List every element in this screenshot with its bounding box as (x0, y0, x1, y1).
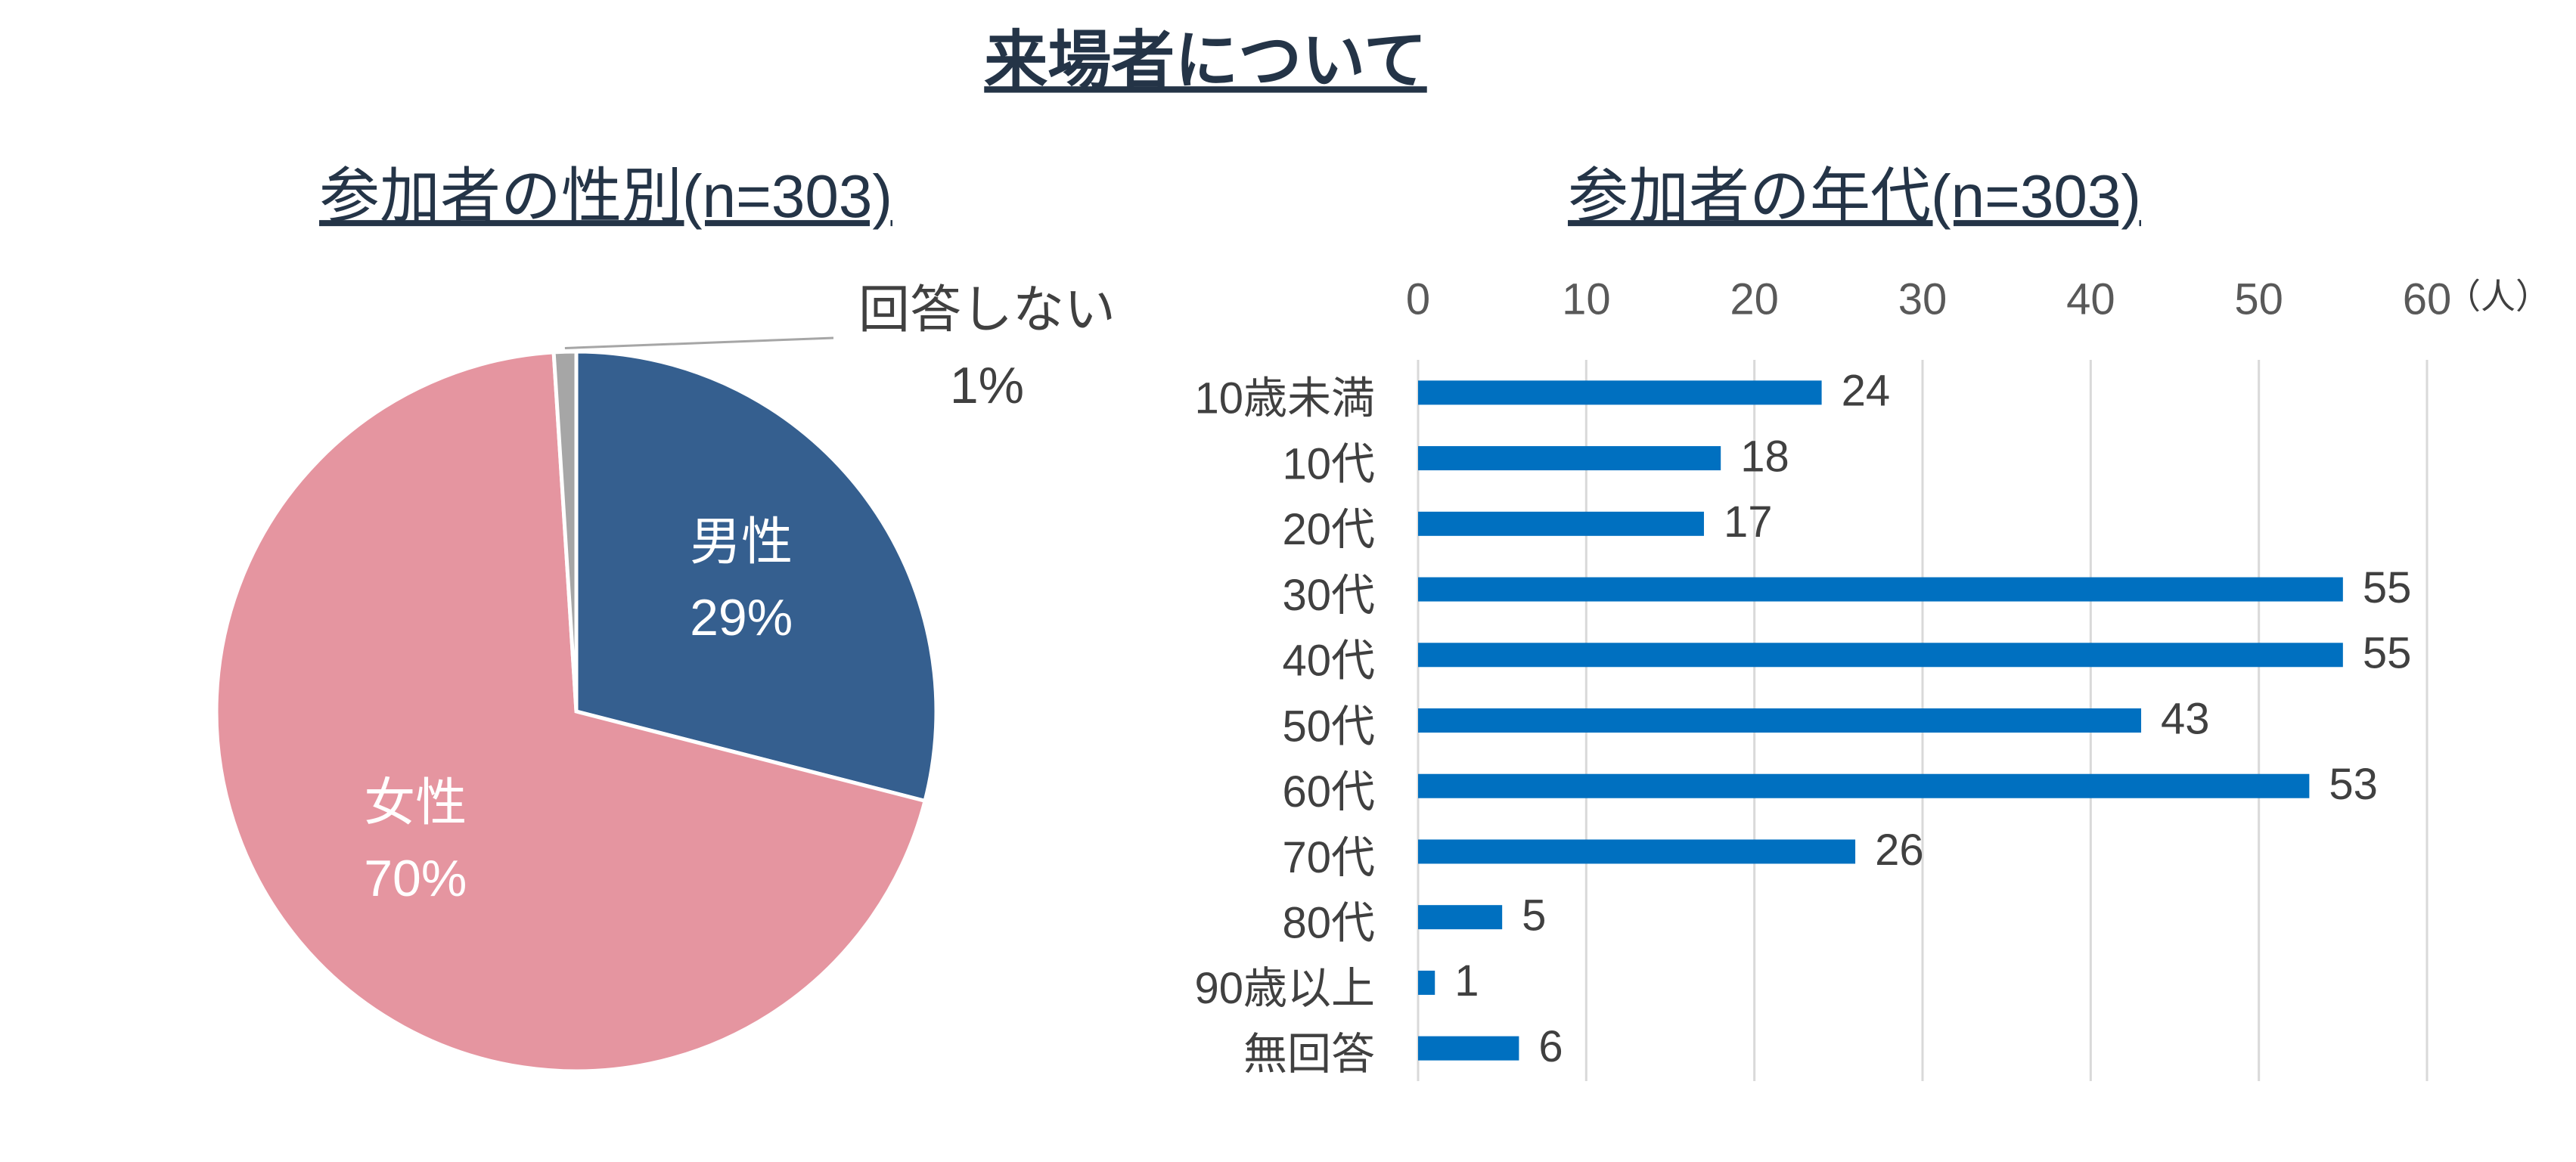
bar (1418, 643, 2343, 668)
x-tick-label: 10 (1562, 274, 1611, 324)
slice-label: 男性 (690, 513, 793, 571)
bar (1418, 446, 1721, 471)
value-label: 6 (1538, 1022, 1563, 1071)
y-tick-label: 無回答 (1243, 1030, 1375, 1079)
value-label: 55 (2363, 629, 2412, 678)
value-label: 18 (1740, 432, 1789, 481)
x-tick-label: 30 (1898, 274, 1948, 324)
y-tick-label: 10代 (1282, 439, 1375, 488)
bar (1418, 970, 1435, 995)
y-tick-label: 50代 (1282, 702, 1375, 751)
value-label: 1 (1454, 956, 1479, 1006)
bar (1418, 380, 1822, 405)
x-tick-label: 60 (2403, 274, 2452, 324)
y-tick-label: 20代 (1282, 505, 1375, 554)
value-label: 24 (1842, 367, 1891, 416)
x-tick-label: 20 (1730, 274, 1779, 324)
slice-label: 女性 (364, 774, 467, 832)
bar (1418, 905, 1503, 930)
slice-label: 回答しない (858, 281, 1116, 339)
x-tick-label: 50 (2234, 274, 2283, 324)
bar (1418, 511, 1704, 536)
pie-slice (574, 349, 939, 804)
bar (1418, 577, 2343, 602)
slice-value-label: 29% (690, 589, 793, 646)
y-tick-label: 40代 (1282, 637, 1375, 686)
value-label: 55 (2363, 563, 2412, 612)
value-label: 53 (2329, 760, 2378, 809)
value-label: 5 (1522, 891, 1546, 940)
leader-line (564, 336, 834, 349)
x-tick-label: 40 (2066, 274, 2115, 324)
value-label: 43 (2161, 694, 2210, 743)
y-tick-label: 10歳未満 (1194, 374, 1375, 423)
y-tick-label: 90歳以上 (1194, 964, 1375, 1013)
pie-slice (551, 349, 579, 712)
bar (1418, 773, 2310, 798)
bar (1418, 1036, 1519, 1061)
pie-slice (214, 350, 928, 1074)
y-tick-label: 60代 (1282, 767, 1375, 816)
y-tick-label: 70代 (1282, 833, 1375, 882)
y-tick-label: 80代 (1282, 899, 1375, 948)
bar (1418, 839, 1856, 864)
value-label: 26 (1875, 826, 1924, 875)
page-title: 来場者について (984, 25, 1426, 96)
value-label: 17 (1724, 497, 1773, 547)
bar (1418, 708, 2142, 733)
y-tick-label: 30代 (1282, 571, 1375, 620)
slice-value-label: 70% (364, 850, 467, 907)
x-tick-label: 0 (1406, 274, 1430, 324)
chart-title: 参加者の年代(n=303) (1568, 163, 2141, 230)
chart-title: 参加者の性別(n=303) (319, 163, 892, 230)
x-axis-label: （人） (2446, 277, 2550, 316)
slice-value-label: 1% (950, 357, 1024, 414)
